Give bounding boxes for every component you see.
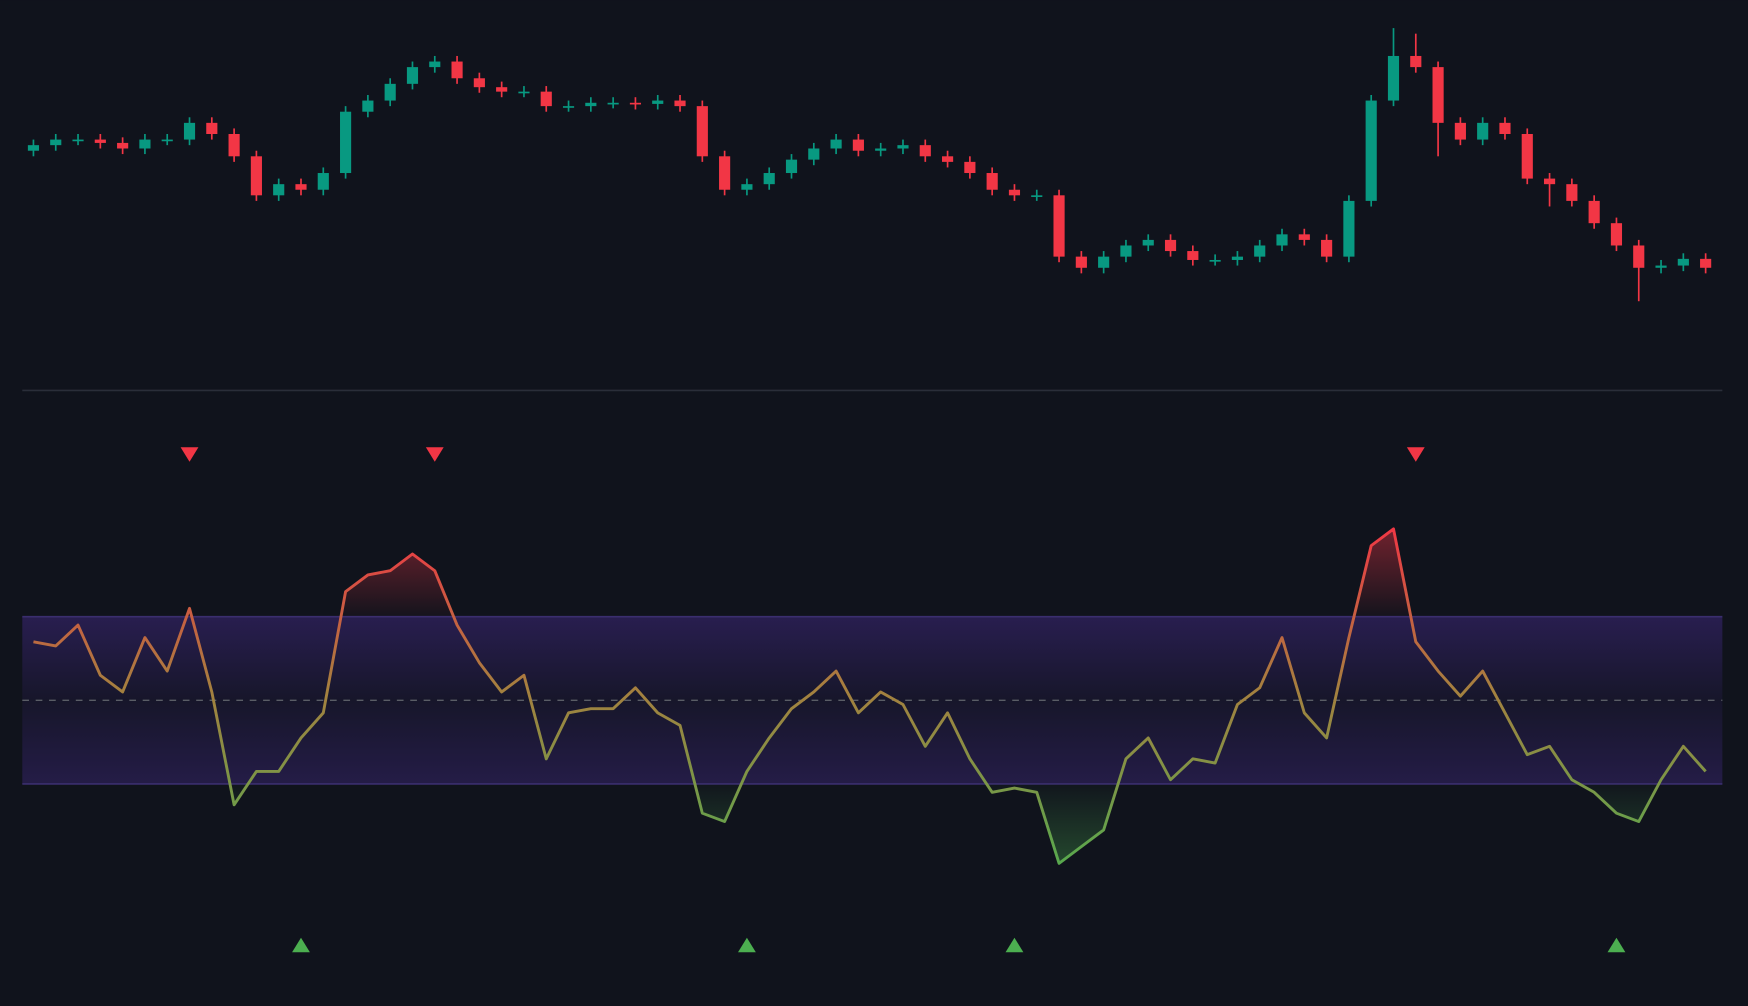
candle-body bbox=[183, 122, 196, 140]
candle-body bbox=[1254, 245, 1266, 257]
candle-body bbox=[1633, 245, 1645, 268]
candle-body bbox=[1031, 195, 1043, 197]
candle-body bbox=[1164, 239, 1177, 252]
candle-body bbox=[384, 83, 396, 101]
candle-body bbox=[629, 102, 642, 105]
candle-body bbox=[964, 161, 976, 174]
candle-body bbox=[1075, 256, 1087, 268]
candle-body bbox=[228, 134, 240, 157]
candle-body bbox=[1008, 189, 1021, 196]
candle-body bbox=[919, 145, 931, 157]
candle-body bbox=[161, 139, 173, 142]
candle-body bbox=[1655, 265, 1667, 268]
candle-body bbox=[852, 139, 864, 151]
candle-body bbox=[94, 139, 106, 143]
candle-body bbox=[206, 122, 218, 135]
candle-body bbox=[1120, 245, 1132, 257]
candle-body bbox=[1187, 251, 1199, 260]
candle-body bbox=[562, 106, 575, 108]
candle-body bbox=[451, 61, 463, 79]
candle-body bbox=[1321, 239, 1333, 257]
candle-body bbox=[1432, 67, 1444, 123]
candle-body bbox=[250, 156, 262, 196]
candle-body bbox=[1677, 258, 1689, 266]
candle-body bbox=[1566, 184, 1578, 201]
candle-body bbox=[1142, 239, 1154, 246]
candle-body bbox=[1098, 256, 1110, 268]
candle-body bbox=[763, 173, 775, 185]
candle-body bbox=[540, 91, 552, 107]
candle-body bbox=[1454, 122, 1466, 140]
candle-body bbox=[785, 159, 798, 174]
sell-signal bbox=[1406, 447, 1425, 462]
candle-body bbox=[1343, 200, 1355, 257]
candle-body bbox=[406, 67, 419, 84]
candle-body bbox=[139, 139, 151, 149]
candle-body bbox=[1209, 259, 1221, 262]
candle-body bbox=[317, 173, 329, 190]
candle-body bbox=[295, 184, 307, 190]
candle-body bbox=[607, 102, 619, 105]
candle-body bbox=[340, 111, 352, 174]
sell-signal bbox=[425, 447, 444, 462]
candle-body bbox=[496, 87, 508, 92]
candle-body bbox=[1543, 178, 1556, 185]
candle-body bbox=[875, 148, 887, 151]
candle-body bbox=[897, 145, 909, 149]
candle-body bbox=[741, 184, 753, 190]
candle-body bbox=[50, 139, 62, 146]
oscillator-line bbox=[33, 527, 1707, 865]
candle-body bbox=[117, 142, 129, 149]
candle-body bbox=[72, 139, 84, 142]
candle-body bbox=[808, 148, 820, 160]
buy-signal bbox=[292, 937, 310, 953]
candle-body bbox=[1365, 100, 1377, 201]
candle-body bbox=[1588, 200, 1600, 224]
overbought-fill bbox=[33, 528, 1706, 617]
candle-body bbox=[585, 102, 597, 107]
buy-signal bbox=[1607, 937, 1626, 953]
candle-body bbox=[1410, 55, 1422, 68]
candle-body bbox=[1499, 122, 1511, 135]
candle-body bbox=[1387, 55, 1400, 101]
candle-body bbox=[719, 156, 731, 190]
candle-body bbox=[1053, 195, 1065, 257]
candle-body bbox=[986, 173, 998, 190]
candle-body bbox=[518, 91, 530, 94]
candle-body bbox=[942, 156, 954, 162]
candle-body bbox=[1276, 234, 1288, 246]
buy-signal bbox=[737, 937, 756, 953]
sell-signal bbox=[180, 447, 199, 462]
candle-body bbox=[1521, 134, 1533, 179]
candle-body bbox=[1477, 122, 1489, 140]
candle-body bbox=[1700, 258, 1712, 268]
candle-body bbox=[429, 61, 441, 68]
candle-body bbox=[473, 78, 485, 88]
buy-signal bbox=[1005, 937, 1024, 953]
candle-body bbox=[1231, 256, 1243, 260]
candle-body bbox=[362, 100, 374, 112]
candle-body bbox=[674, 100, 686, 107]
candle-body bbox=[1610, 223, 1623, 246]
candle-body bbox=[652, 100, 664, 104]
candle-body bbox=[830, 139, 842, 149]
candle-body bbox=[696, 106, 708, 157]
candle-body bbox=[27, 145, 40, 151]
candle-body bbox=[273, 184, 285, 196]
candle-body bbox=[1298, 234, 1310, 240]
